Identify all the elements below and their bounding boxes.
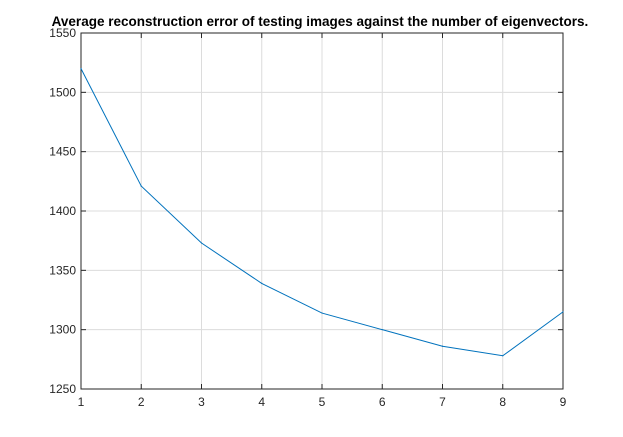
x-tick-label: 3 — [198, 395, 205, 409]
plot-area — [80, 68, 564, 357]
data-point — [261, 282, 263, 284]
x-tick-label: 2 — [138, 395, 145, 409]
data-point — [441, 345, 444, 347]
data-point — [80, 68, 82, 70]
y-tick-label: 1250 — [49, 382, 76, 396]
chart-title: Average reconstruction error of testing … — [52, 14, 589, 29]
data-point — [140, 185, 142, 187]
data-point — [321, 312, 323, 314]
data-point — [562, 311, 564, 313]
x-tick-label: 9 — [560, 395, 567, 409]
y-tick-label: 1400 — [49, 204, 76, 218]
y-tick-label: 1300 — [49, 323, 76, 337]
y-tick-label: 1350 — [49, 263, 76, 277]
x-tick-label: 5 — [319, 395, 326, 409]
y-tick-label: 1550 — [49, 26, 76, 40]
x-tick-label: 7 — [439, 395, 446, 409]
y-tick-label: 1450 — [49, 145, 76, 159]
y-tick-label: 1500 — [49, 85, 76, 99]
x-tick-label: 8 — [499, 395, 506, 409]
tick-labels: 1 2 3 4 5 6 7 8 9 1250 1300 1350 1400 1450 1500 1550 — [49, 26, 566, 409]
ticks — [80, 32, 564, 390]
data-point — [381, 329, 383, 331]
x-tick-label: 1 — [78, 395, 85, 409]
data-point — [200, 242, 203, 244]
x-tick-label: 6 — [379, 395, 386, 409]
data-point — [502, 355, 504, 357]
x-tick-label: 4 — [258, 395, 265, 409]
grid — [80, 32, 564, 390]
